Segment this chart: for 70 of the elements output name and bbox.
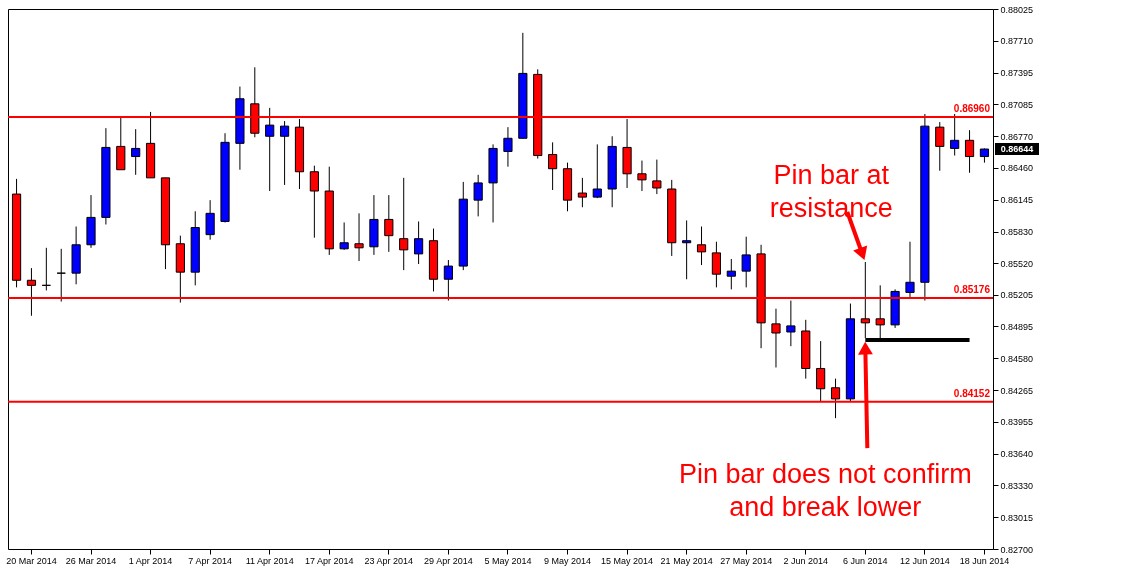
candlestick [443, 259, 453, 302]
candlestick [131, 128, 141, 176]
candlestick [279, 120, 290, 186]
x-tick-label: 1 Apr 2014 [128, 555, 173, 566]
candlestick [786, 300, 796, 347]
x-tick-label: 15 May 2014 [601, 555, 654, 566]
y-tick-label: 0.85205 [1000, 290, 1034, 301]
candlestick [741, 236, 751, 288]
y-tick-label: 0.84265 [1000, 385, 1034, 396]
candlestick [652, 159, 662, 195]
candlestick [205, 199, 215, 241]
y-tick-label: 0.88025 [1000, 4, 1034, 15]
candlestick [950, 113, 960, 157]
y-tick-label: 0.84580 [1000, 353, 1034, 364]
candlestick [726, 258, 736, 290]
y-tick-label: 0.85520 [1000, 258, 1034, 269]
candlestick [935, 121, 945, 172]
x-tick-label: 2 Jun 2014 [783, 555, 829, 566]
candlestick [473, 174, 483, 217]
candlestick [696, 226, 707, 266]
y-tick-label: 0.83015 [1000, 512, 1034, 523]
x-tick-label: 26 Mar 2014 [65, 555, 117, 566]
annotation: Pin bar at resistance [769, 160, 893, 224]
candlestick [905, 241, 915, 300]
candlestick [637, 160, 647, 192]
x-tick-label: 12 Jun 2014 [900, 555, 950, 566]
y-tick-label: 0.83640 [1000, 449, 1034, 460]
candlestick [711, 241, 722, 288]
y-tick-label: 0.87395 [1000, 68, 1034, 79]
x-tick-label: 29 Apr 2014 [424, 555, 473, 566]
candlestick [577, 177, 587, 208]
x-tick-label: 20 Mar 2014 [6, 555, 57, 566]
x-tick-label: 11 Apr 2014 [245, 555, 294, 566]
x-tick-label: 9 May 2014 [543, 555, 592, 566]
y-tick-label: 0.86770 [1000, 131, 1034, 142]
x-tick-label: 27 May 2014 [720, 555, 773, 566]
y-tick-label: 0.84895 [1000, 321, 1034, 332]
candlestick [309, 165, 319, 239]
candlestick [964, 129, 975, 174]
candlestick [771, 308, 781, 368]
y-tick-label: 0.86145 [1000, 195, 1034, 206]
annotation: Pin bar does not confirm and break lower [678, 459, 972, 523]
x-tick-label: 21 May 2014 [660, 555, 713, 566]
y-tick-label: 0.83330 [1000, 480, 1034, 491]
ref-line-label: 0.84152 [953, 387, 991, 399]
x-tick-label: 23 Apr 2014 [364, 555, 414, 566]
text: 0.86644 [1000, 144, 1034, 155]
candlestick [354, 212, 364, 262]
x-tick-label: 18 Jun 2014 [959, 555, 1010, 566]
y-tick-label: 0.87085 [1000, 99, 1034, 110]
candlestick [548, 141, 558, 191]
y-tick-label: 0.86460 [1000, 163, 1034, 174]
candlestick [414, 220, 424, 265]
y-tick-label: 0.83955 [1000, 417, 1034, 428]
y-tick-label: 0.85830 [1000, 227, 1034, 238]
candlestick [265, 107, 275, 192]
ref-line-label: 0.86960 [953, 103, 991, 114]
candlestick [592, 143, 602, 199]
x-tick-label: 7 Apr 2014 [188, 555, 232, 566]
candlestick [682, 219, 692, 280]
y-tick-label: 0.87710 [1000, 36, 1034, 47]
candlestick [339, 221, 349, 251]
candlestick [503, 126, 513, 168]
x-tick-label: 17 Apr 2014 [304, 555, 354, 566]
x-tick-label: 6 Jun 2014 [843, 555, 888, 566]
y-tick-label: 0.82700 [1000, 544, 1034, 555]
candlestick [399, 177, 409, 271]
candlestick [384, 194, 394, 253]
ref-line-label: 0.85176 [953, 283, 991, 295]
x-tick-label: 5 May 2014 [484, 555, 532, 566]
